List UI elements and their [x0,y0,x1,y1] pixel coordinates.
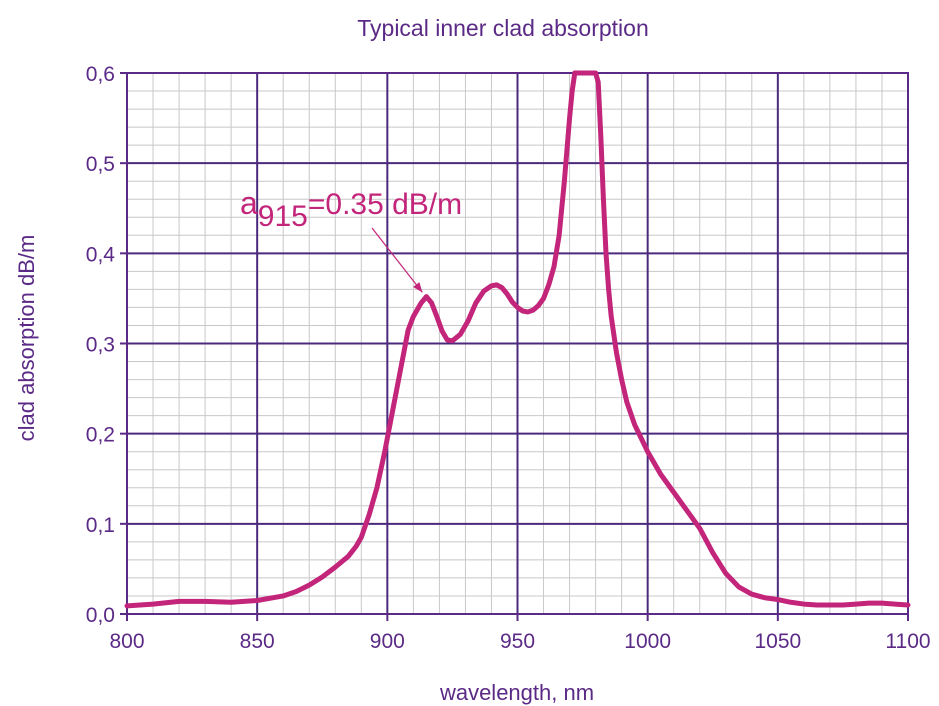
y-tick-label: 0,6 [86,63,115,86]
y-axis-ticks [120,72,127,615]
x-tick-label: 1050 [754,630,801,653]
annotation-text: =0.35 dB/m [308,188,462,221]
x-axis-label: wavelength, nm [439,680,594,705]
annotation-symbol: a [240,185,258,221]
y-tick-label: 0,4 [86,243,116,266]
x-tick-label: 1000 [624,630,671,653]
x-tick-label: 950 [500,630,535,653]
x-tick-label: 1100 [885,630,930,653]
y-tick-label: 0,3 [86,334,115,357]
major-grid [126,72,909,615]
chart-title: Typical inner clad absorption [357,15,649,41]
x-tick-label: 850 [240,630,275,653]
annotation-label: a915=0.35 dB/m [240,185,462,233]
y-axis-label: clad absorption dB/m [14,235,39,442]
x-tick-label: 800 [109,630,144,653]
y-tick-label: 0,5 [86,153,115,176]
series-line [124,70,911,609]
annotation-a915: a915=0.35 dB/m [240,185,462,293]
annotation-subscript: 915 [258,200,308,233]
y-tick-label: 0,2 [86,424,115,447]
y-tick-label: 0,0 [86,604,115,627]
annotation-arrow [371,227,423,293]
x-axis-ticks [126,614,909,621]
x-tick-label: 900 [370,630,405,653]
x-axis-tick-labels: 800 850 900 950 1000 1050 1100 [109,630,930,653]
annotation-arrowhead [413,282,423,293]
y-tick-label: 0,1 [86,514,115,537]
y-axis-tick-labels: 0,0 0,1 0,2 0,3 0,4 0,5 0,6 [86,63,116,627]
